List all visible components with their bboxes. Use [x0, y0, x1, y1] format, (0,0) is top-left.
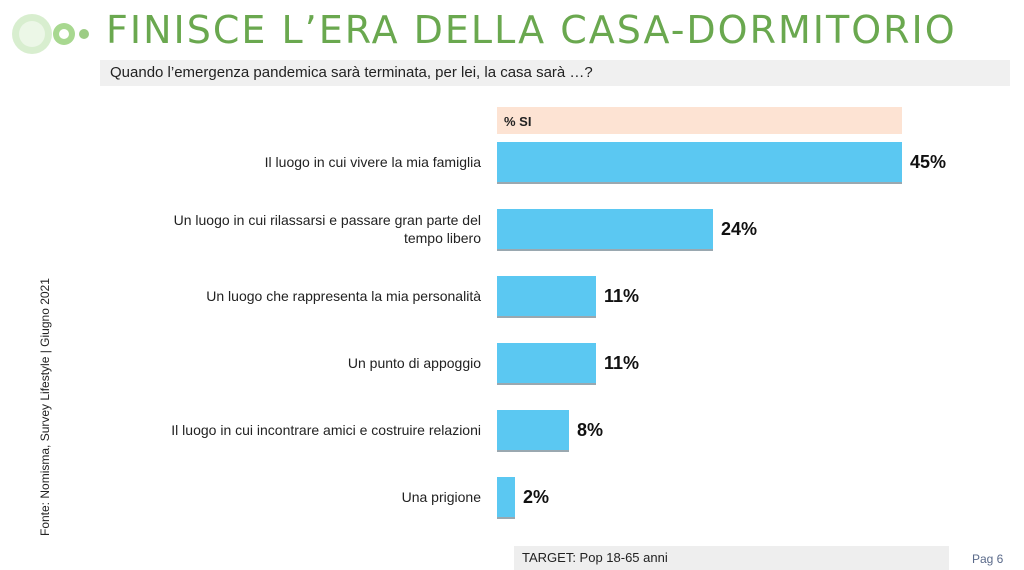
subtitle-bar: Quando l’emergenza pandemica sarà termin… [100, 60, 1010, 86]
value-label: 45% [910, 152, 946, 172]
page-number: Pag 6 [972, 552, 1004, 566]
category-label: Il luogo in cui incontrare amici e costr… [171, 422, 481, 438]
value-label: 11% [604, 353, 639, 373]
bar [497, 209, 713, 249]
chart-header-band [497, 107, 902, 134]
bar-shadow [497, 182, 902, 184]
category-label: Un luogo in cui rilassarsi e passare gra… [174, 212, 481, 228]
bar-shadow [497, 450, 569, 452]
category-label: tempo libero [404, 230, 481, 246]
bar-shadow [497, 249, 713, 251]
target-label: TARGET: Pop 18-65 anni [522, 550, 668, 565]
bar-shadow [497, 383, 596, 385]
value-label: 2% [523, 487, 549, 507]
bars-layer: 45% Il luogo in cui vivere la mia famigli… [171, 142, 946, 519]
bar [497, 276, 596, 316]
target-bar: TARGET: Pop 18-65 anni [514, 546, 949, 570]
value-label: 24% [721, 219, 757, 239]
bar-shadow [497, 517, 515, 519]
bar-shadow [497, 316, 596, 318]
bar [497, 477, 515, 517]
value-label: 8% [577, 420, 603, 440]
page-title: FINISCE L’ERA DELLA CASA-DORMITORIO [106, 8, 957, 52]
category-label: Un luogo che rappresenta la mia personal… [206, 288, 481, 304]
bar [497, 142, 902, 182]
bar [497, 343, 596, 383]
subtitle: Quando l’emergenza pandemica sarà termin… [110, 64, 593, 81]
value-label: 11% [604, 286, 639, 306]
category-label: Una prigione [402, 489, 482, 505]
chart-header-label: % SI [504, 114, 531, 129]
category-label: Il luogo in cui vivere la mia famiglia [265, 154, 482, 170]
bar [497, 410, 569, 450]
category-label: Un punto di appoggio [348, 355, 481, 371]
logo-circles-icon [12, 14, 89, 54]
